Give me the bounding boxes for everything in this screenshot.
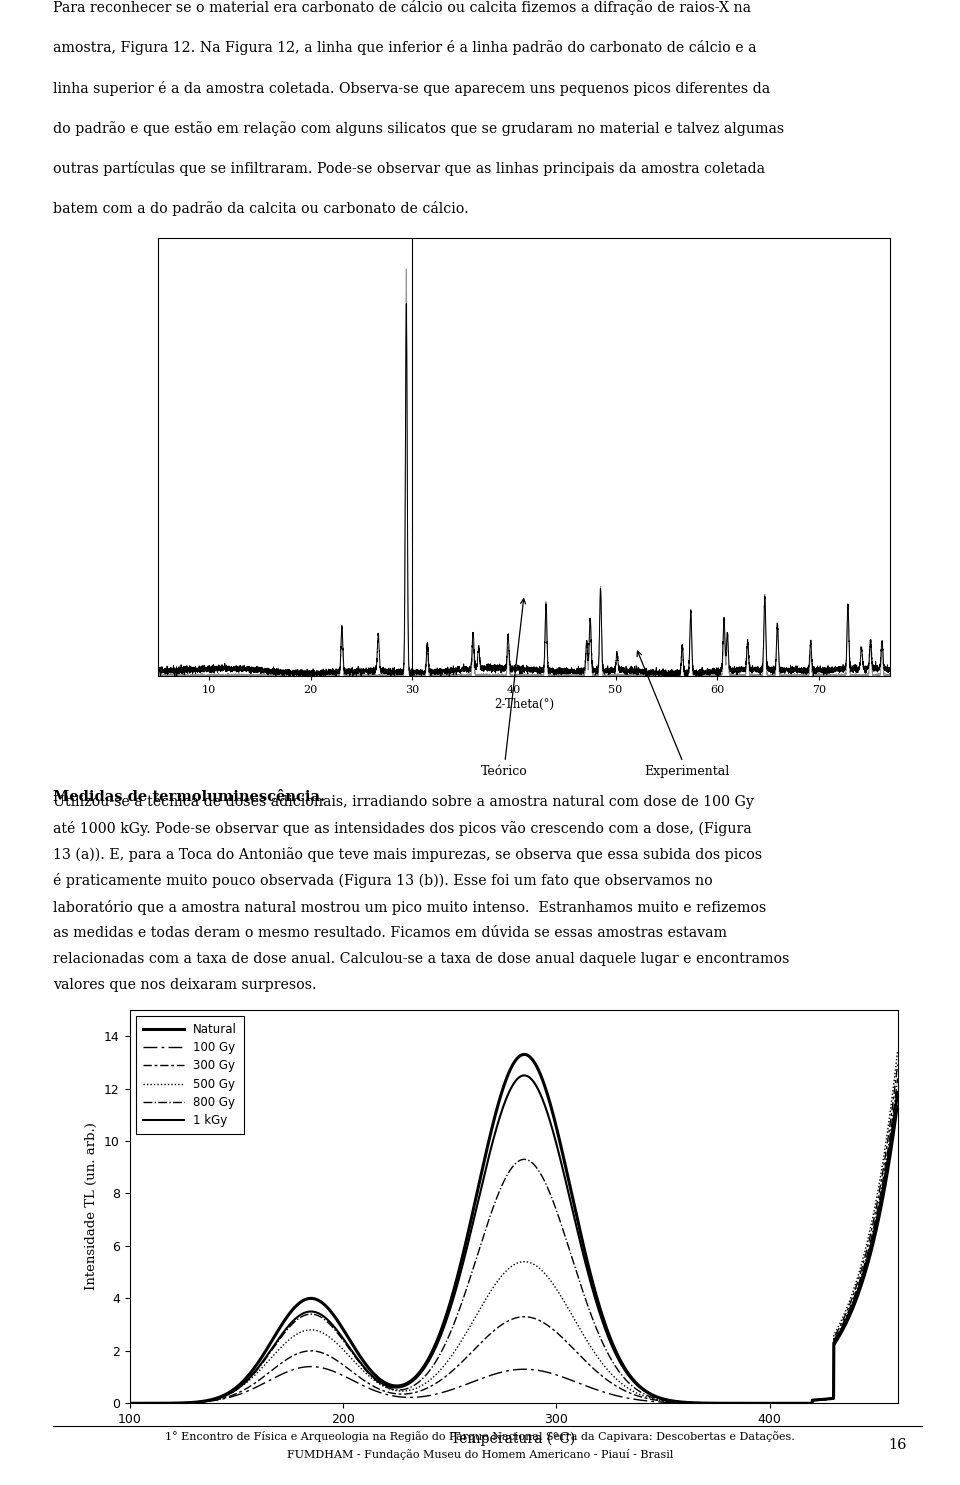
- X-axis label: 2-Theta(°): 2-Theta(°): [494, 698, 554, 710]
- Text: até 1000 kGy. Pode-se observar que as intensidades dos picos vão crescendo com a: até 1000 kGy. Pode-se observar que as in…: [53, 821, 752, 836]
- Text: linha superior é a da amostra coletada. Observa-se que aparecem uns pequenos pic: linha superior é a da amostra coletada. …: [53, 80, 770, 95]
- Y-axis label: Intensidade TL (un. arb.): Intensidade TL (un. arb.): [85, 1123, 99, 1290]
- Text: 13 (a)). E, para a Toca do Antonião que teve mais impurezas, se observa que essa: 13 (a)). E, para a Toca do Antonião que …: [53, 846, 762, 861]
- Text: as medidas e todas deram o mesmo resultado. Ficamos em dúvida se essas amostras : as medidas e todas deram o mesmo resulta…: [53, 925, 727, 940]
- Text: laboratório que a amostra natural mostrou um pico muito intenso.  Estranhamos mu: laboratório que a amostra natural mostro…: [53, 900, 766, 915]
- Legend: Natural, 100 Gy, 300 Gy, 500 Gy, 800 Gy, 1 kGy: Natural, 100 Gy, 300 Gy, 500 Gy, 800 Gy,…: [135, 1016, 244, 1135]
- Text: do padrão e que estão em relação com alguns silicatos que se grudaram no materia: do padrão e que estão em relação com alg…: [53, 120, 784, 135]
- Text: batem com a do padrão da calcita ou carbonato de cálcio.: batem com a do padrão da calcita ou carb…: [53, 202, 468, 217]
- X-axis label: Temperatura (°C): Temperatura (°C): [451, 1432, 576, 1446]
- Text: é praticamente muito pouco observada (Figura 13 (b)). Esse foi um fato que obser: é praticamente muito pouco observada (Fi…: [53, 873, 712, 888]
- Text: Para reconhecer se o material era carbonato de cálcio ou calcita fizemos a difra: Para reconhecer se o material era carbon…: [53, 0, 751, 15]
- Text: 1° Encontro de Física e Arqueologia na Região do Parque Nacional Serra da Capiva: 1° Encontro de Física e Arqueologia na R…: [165, 1432, 795, 1442]
- Text: Experimental: Experimental: [637, 650, 730, 778]
- Text: outras partículas que se infiltraram. Pode-se observar que as linhas principais : outras partículas que se infiltraram. Po…: [53, 160, 765, 177]
- Text: amostra, Figura 12. Na Figura 12, a linha que inferior é a linha padrão do carbo: amostra, Figura 12. Na Figura 12, a linh…: [53, 40, 756, 55]
- Text: FUMDHAM - Fundação Museu do Homem Americano - Piauí - Brasil: FUMDHAM - Fundação Museu do Homem Americ…: [287, 1449, 673, 1460]
- Text: Utilizou-se a técnica de doses adicionais, irradiando sobre a amostra natural co: Utilizou-se a técnica de doses adicionai…: [53, 794, 754, 809]
- Text: 16: 16: [889, 1439, 907, 1452]
- Text: relacionadas com a taxa de dose anual. Calculou-se a taxa de dose anual daquele : relacionadas com a taxa de dose anual. C…: [53, 952, 789, 967]
- Text: Teórico: Teórico: [480, 598, 527, 778]
- Text: valores que nos deixaram surpresos.: valores que nos deixaram surpresos.: [53, 979, 317, 992]
- Text: Medidas de termoluminescência.: Medidas de termoluminescência.: [53, 790, 324, 803]
